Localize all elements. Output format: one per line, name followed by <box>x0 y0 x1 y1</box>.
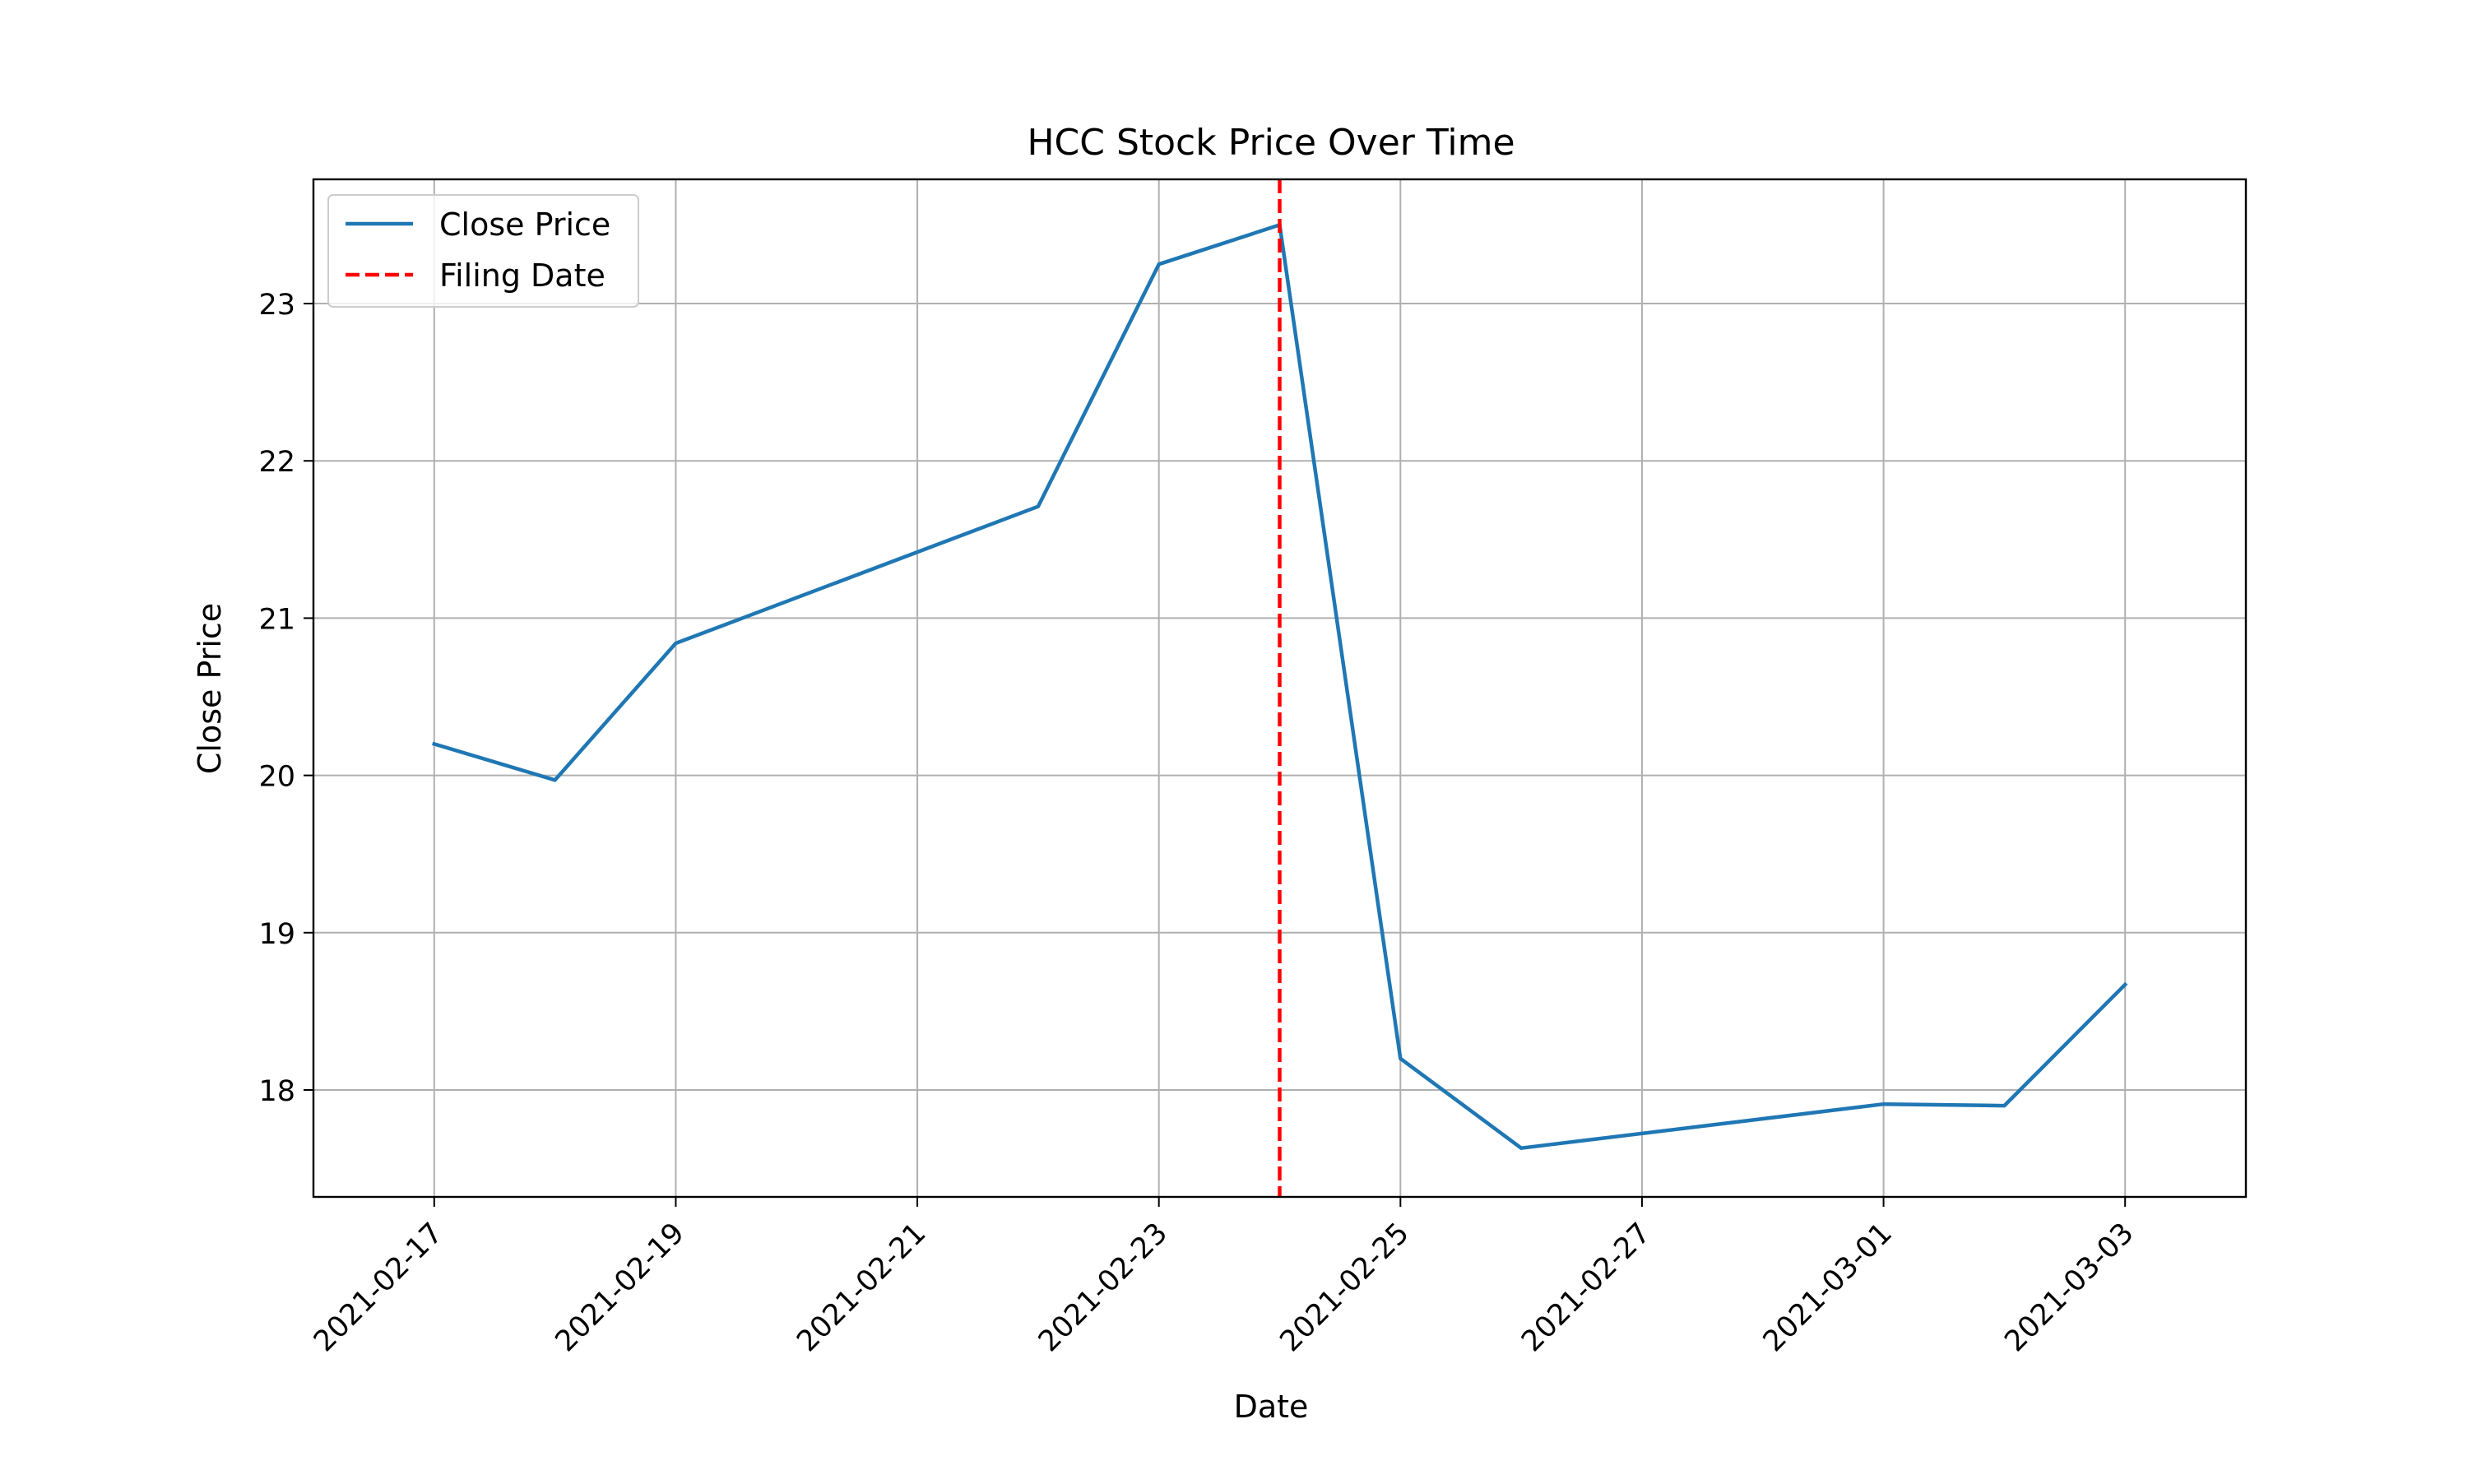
y-tick-label: 23 <box>258 289 295 322</box>
plot-frame <box>312 178 2248 1199</box>
legend-label-close-price: Close Price <box>439 206 610 243</box>
x-axis-label: Date <box>1234 1389 1309 1425</box>
data-point <box>553 778 557 782</box>
data-point <box>674 642 678 646</box>
y-tick-label: 18 <box>258 1075 295 1108</box>
data-point <box>1519 1146 1524 1150</box>
data-point <box>432 742 436 746</box>
legend-label-filing-date: Filing Date <box>439 257 605 294</box>
data-point <box>1881 1102 1886 1106</box>
data-point <box>2002 1104 2006 1108</box>
data-point <box>1399 1056 1403 1060</box>
y-axis-label: Close Price <box>192 603 228 774</box>
legend: Close Price Filing Date <box>327 194 639 308</box>
data-point <box>2123 982 2127 986</box>
data-point <box>1157 262 1161 267</box>
y-tick-label: 22 <box>258 446 295 479</box>
chart-title: HCC Stock Price Over Time <box>1027 122 1515 164</box>
data-point <box>1036 504 1040 508</box>
y-tick-label: 21 <box>258 603 295 636</box>
y-tick-label: 20 <box>258 761 295 794</box>
y-tick-label: 19 <box>258 918 295 951</box>
